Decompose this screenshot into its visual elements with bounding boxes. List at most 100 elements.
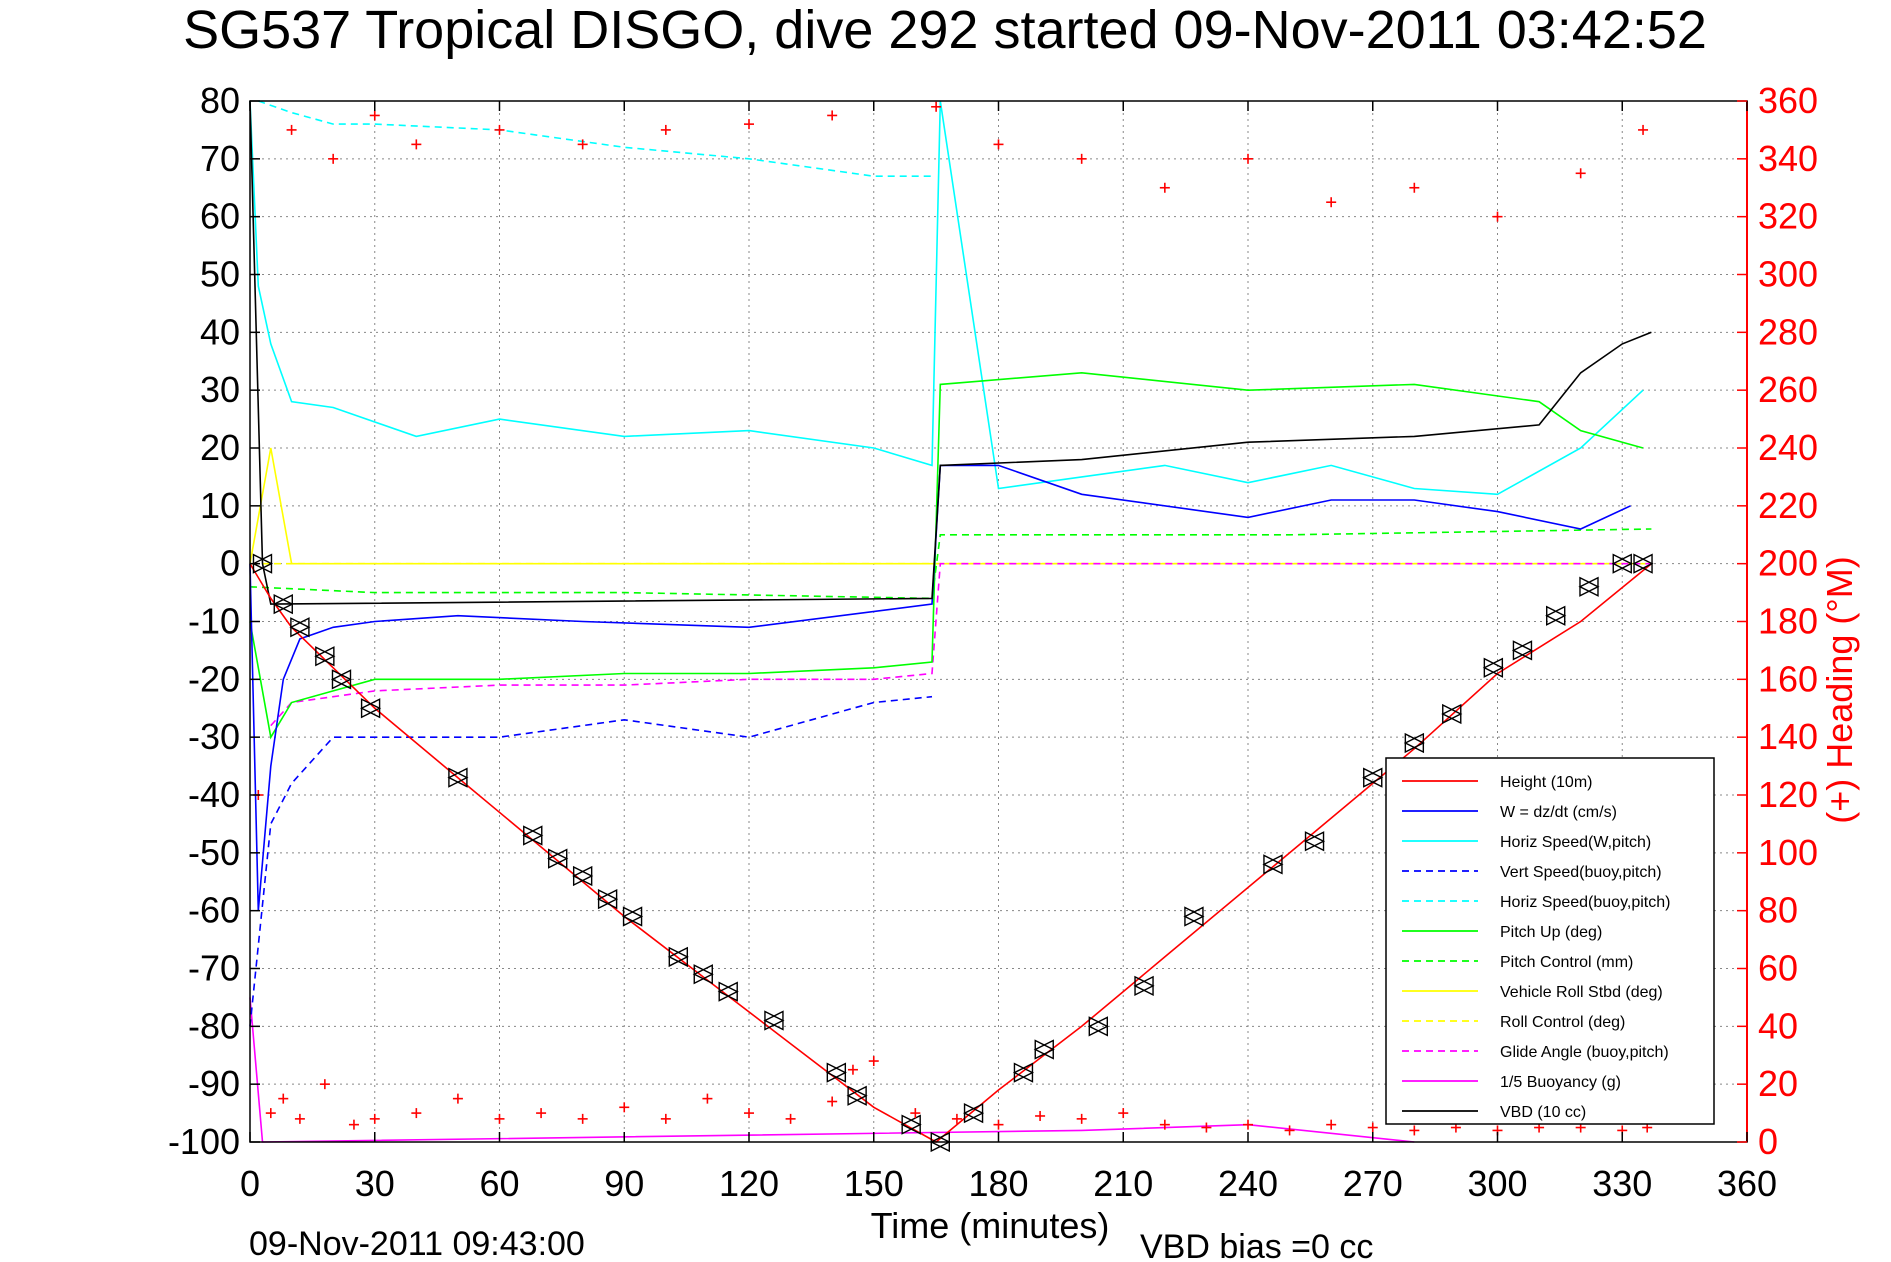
height-marker xyxy=(1263,854,1284,875)
height-marker-back xyxy=(572,865,593,887)
series-line-6 xyxy=(249,528,1652,600)
y-tick-label: -100 xyxy=(168,1121,240,1162)
y-right-axis-label: (+) Heading (°M) xyxy=(1819,556,1860,823)
height-marker xyxy=(1483,657,1504,678)
height-marker-back xyxy=(251,553,273,574)
x-tick-label: 270 xyxy=(1343,1163,1403,1204)
y-right-tick-label: 40 xyxy=(1758,1005,1798,1046)
y-right-tick-label: 120 xyxy=(1758,774,1818,815)
height-marker-back xyxy=(962,1102,984,1124)
footer-timestamp: 09-Nov-2011 09:43:00 xyxy=(249,1225,585,1262)
heading-point xyxy=(619,1102,630,1113)
series-line-2 xyxy=(249,100,1644,496)
legend-label: Height (10m) xyxy=(1500,774,1592,791)
y-right-tick-label: 200 xyxy=(1758,543,1818,584)
heading-point xyxy=(1243,1119,1253,1130)
height-marker-back xyxy=(1545,605,1566,626)
y-tick-label: -50 xyxy=(188,832,240,873)
x-tick-label: 210 xyxy=(1093,1163,1153,1204)
heading-point xyxy=(294,1113,305,1124)
heading-point xyxy=(1118,1108,1129,1119)
heading-point xyxy=(951,1113,962,1124)
y-tick-label: 50 xyxy=(200,254,240,295)
heading-point xyxy=(1284,1125,1295,1136)
height-marker-back xyxy=(692,964,713,985)
height-marker-back xyxy=(1441,703,1462,725)
legend-label: W = dz/dt (cm/s) xyxy=(1500,804,1617,821)
heading-point xyxy=(494,1113,505,1124)
heading-point xyxy=(577,1113,588,1124)
heading-point xyxy=(993,139,1004,150)
height-marker xyxy=(360,698,382,719)
heading-point xyxy=(847,1064,858,1075)
series-line-4 xyxy=(258,100,932,177)
series-line-11 xyxy=(249,100,1652,605)
legend-label: Pitch Control (mm) xyxy=(1500,954,1633,971)
y-right-tick-label: 80 xyxy=(1758,890,1798,931)
y-tick-label: -80 xyxy=(188,1005,240,1046)
heading-point xyxy=(702,1093,713,1104)
y-right-tick-label: 100 xyxy=(1758,832,1818,873)
x-tick-label: 330 xyxy=(1592,1163,1652,1204)
height-marker xyxy=(290,617,311,638)
heading-point xyxy=(827,1096,838,1107)
height-marker-back xyxy=(717,981,738,1002)
legend-label: Vert Speed(buoy,pitch) xyxy=(1500,864,1662,881)
x-tick-label: 240 xyxy=(1218,1163,1278,1204)
height-marker-back xyxy=(1482,657,1504,678)
heading-point xyxy=(1326,1119,1337,1130)
y-tick-label: 10 xyxy=(200,485,240,526)
y-right-tick-label: 220 xyxy=(1758,485,1818,526)
heading-point xyxy=(1409,182,1420,193)
heading-point xyxy=(452,1093,463,1104)
y-tick-label: -70 xyxy=(188,948,240,989)
heading-point xyxy=(868,1056,879,1067)
height-marker-back xyxy=(846,1085,867,1106)
height-marker-back xyxy=(825,1062,847,1083)
heading-point xyxy=(1201,1122,1212,1133)
height-marker-back xyxy=(597,888,618,910)
height-marker-back xyxy=(360,698,381,719)
x-tick-label: 30 xyxy=(355,1163,395,1204)
height-marker-back xyxy=(667,946,689,968)
x-tick-label: 0 xyxy=(240,1163,260,1204)
heading-point xyxy=(1159,182,1170,193)
y-right-tick-label: 20 xyxy=(1758,1063,1798,1104)
y-right-tick-labels: 0 20 40 60 80 100 120 140 160 180 200 220 240 260 280 3… xyxy=(1758,80,1818,1162)
y-tick-label: 60 xyxy=(200,196,240,237)
heading-point xyxy=(411,139,422,150)
height-marker xyxy=(1512,640,1534,661)
heading-point xyxy=(1492,211,1503,222)
heading-point xyxy=(1409,1125,1420,1136)
heading-point xyxy=(411,1108,422,1119)
height-marker-back xyxy=(314,646,335,667)
heading-markers xyxy=(253,101,1653,1136)
heading-point xyxy=(827,110,838,121)
x-tick-label: 60 xyxy=(479,1163,519,1204)
y-tick-label: 30 xyxy=(200,369,240,410)
x-tick-labels: 0 30 60 90 120 150 180 210 240 270 300 330 360 xyxy=(240,1163,1777,1204)
heading-point xyxy=(1035,1110,1046,1121)
heading-point xyxy=(744,1108,754,1119)
heading-point xyxy=(1243,153,1253,164)
legend-label: 1/5 Buoyancy (g) xyxy=(1500,1074,1621,1091)
y-tick-label: 40 xyxy=(200,311,240,352)
height-marker-back xyxy=(289,617,310,638)
height-marker-back xyxy=(547,848,568,869)
heading-point xyxy=(1575,168,1586,179)
y-tick-label: -40 xyxy=(188,774,240,815)
height-marker xyxy=(1184,906,1205,927)
height-marker xyxy=(315,646,336,667)
heading-point xyxy=(536,1108,547,1119)
legend-label: Roll Control (deg) xyxy=(1500,1014,1625,1031)
heading-point xyxy=(931,101,942,112)
heading-point xyxy=(494,124,505,135)
series-line-5 xyxy=(249,371,1644,740)
chart-title: SG537 Tropical DISGO, dive 292 started 0… xyxy=(183,0,1707,60)
y-tick-label: 80 xyxy=(200,80,240,121)
x-tick-label: 150 xyxy=(844,1163,904,1204)
legend-label: Horiz Speed(buoy,pitch) xyxy=(1500,894,1670,911)
heading-point xyxy=(369,110,380,121)
height-marker-back xyxy=(330,669,352,690)
y-tick-label: -90 xyxy=(188,1063,240,1104)
